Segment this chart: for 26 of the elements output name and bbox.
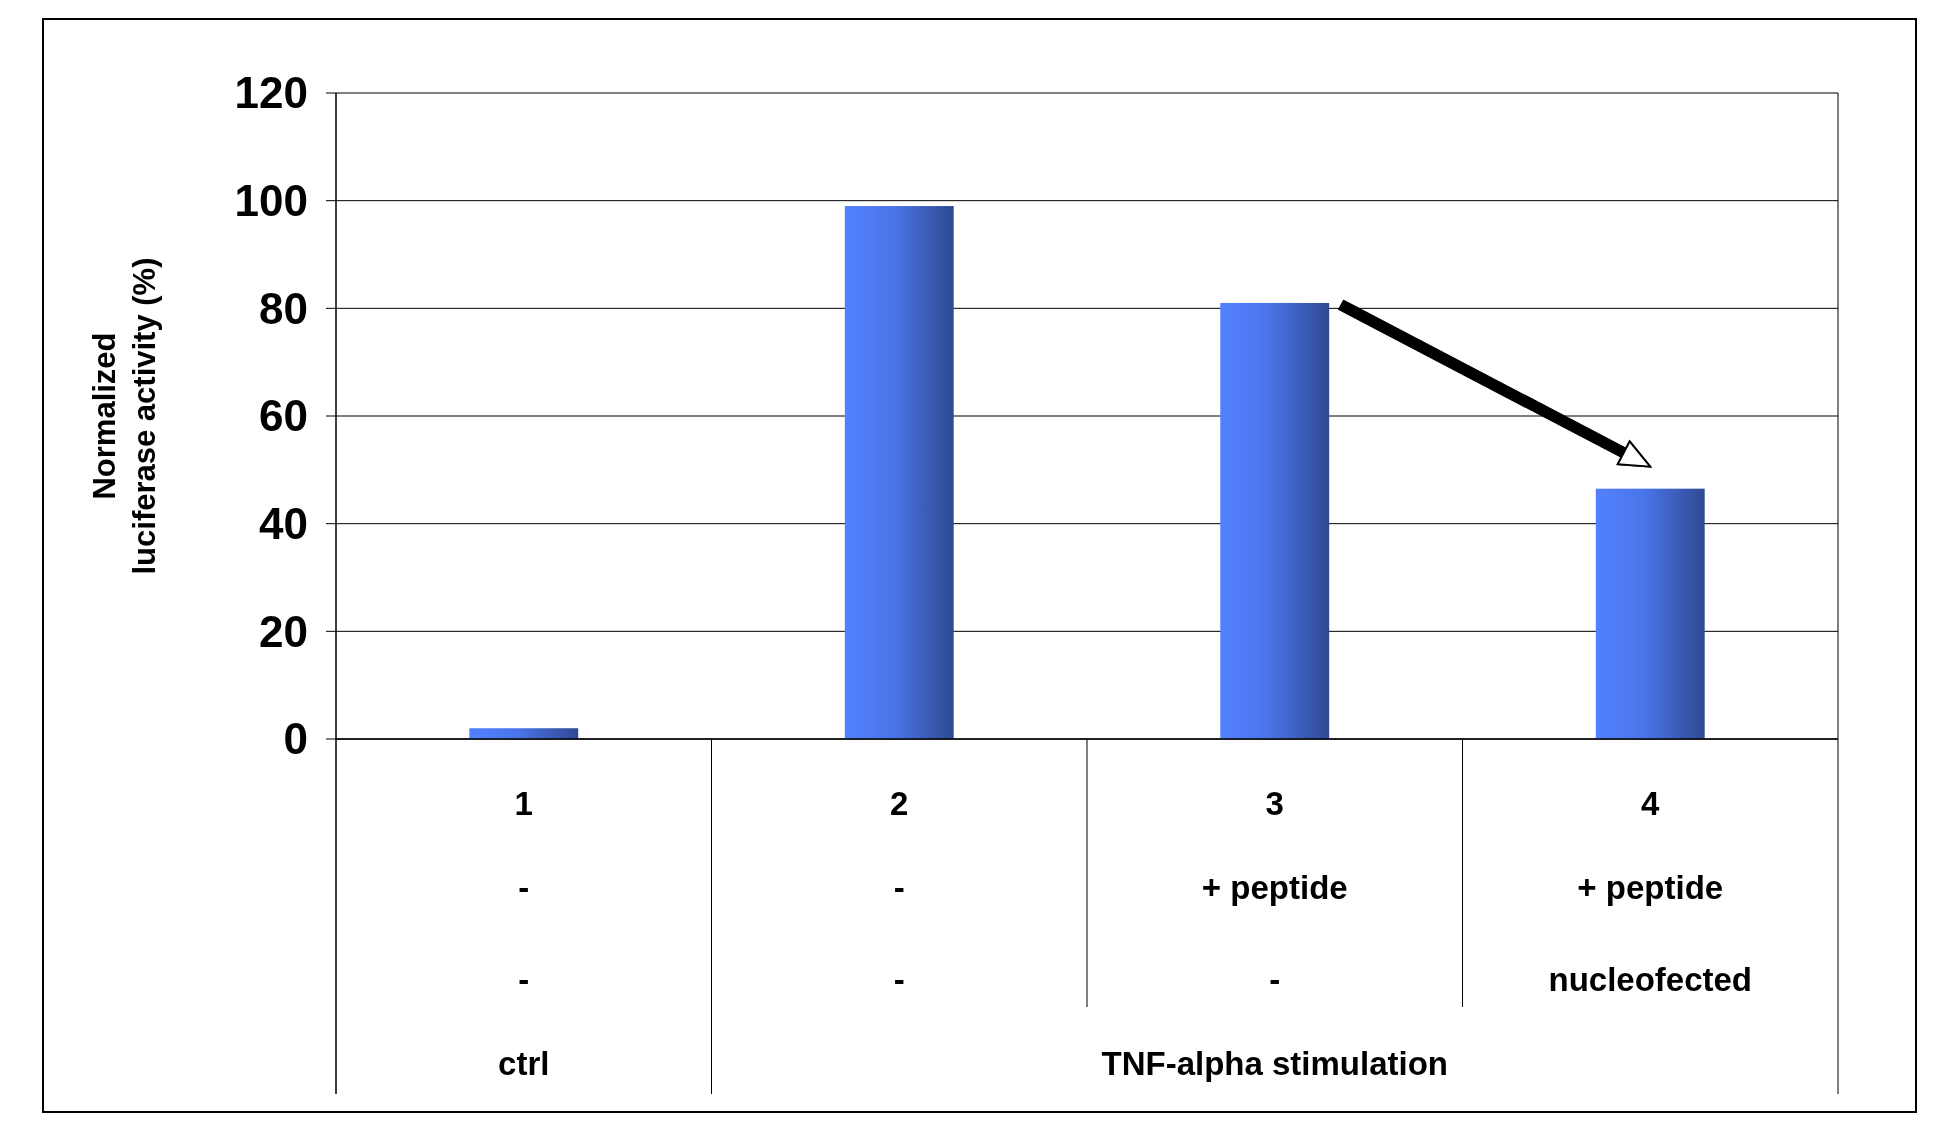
text: + peptide <box>1201 868 1348 906</box>
bar <box>1220 302 1330 739</box>
text: TNF-alpha stimulation <box>1101 1044 1448 1082</box>
y-tick-label: 40 <box>259 499 308 549</box>
y-axis-title: Normalized luciferase activity (%) <box>87 257 162 575</box>
x-tick-label: 2 <box>890 784 909 822</box>
text: + peptide <box>1577 868 1724 906</box>
y-tick-label: 0 <box>283 714 308 764</box>
text: - <box>1269 960 1281 998</box>
bar <box>469 728 579 739</box>
text: - <box>518 960 530 998</box>
y-tick-label: 80 <box>259 283 308 333</box>
text: - <box>893 960 905 998</box>
x-tick-label: 1 <box>514 784 533 822</box>
y-tick-label: 60 <box>259 391 308 441</box>
y-tick-label: 120 <box>234 68 308 118</box>
y-tick-label: 20 <box>259 606 308 656</box>
y-tick-label: 100 <box>234 176 308 226</box>
bar <box>844 206 954 739</box>
text: - <box>518 868 530 906</box>
bar <box>1595 488 1705 739</box>
x-tick-label: 3 <box>1265 784 1284 822</box>
text: - <box>893 868 905 906</box>
text: ctrl <box>498 1044 550 1082</box>
x-tick-label: 4 <box>1641 784 1661 822</box>
text: nucleofected <box>1548 960 1753 998</box>
